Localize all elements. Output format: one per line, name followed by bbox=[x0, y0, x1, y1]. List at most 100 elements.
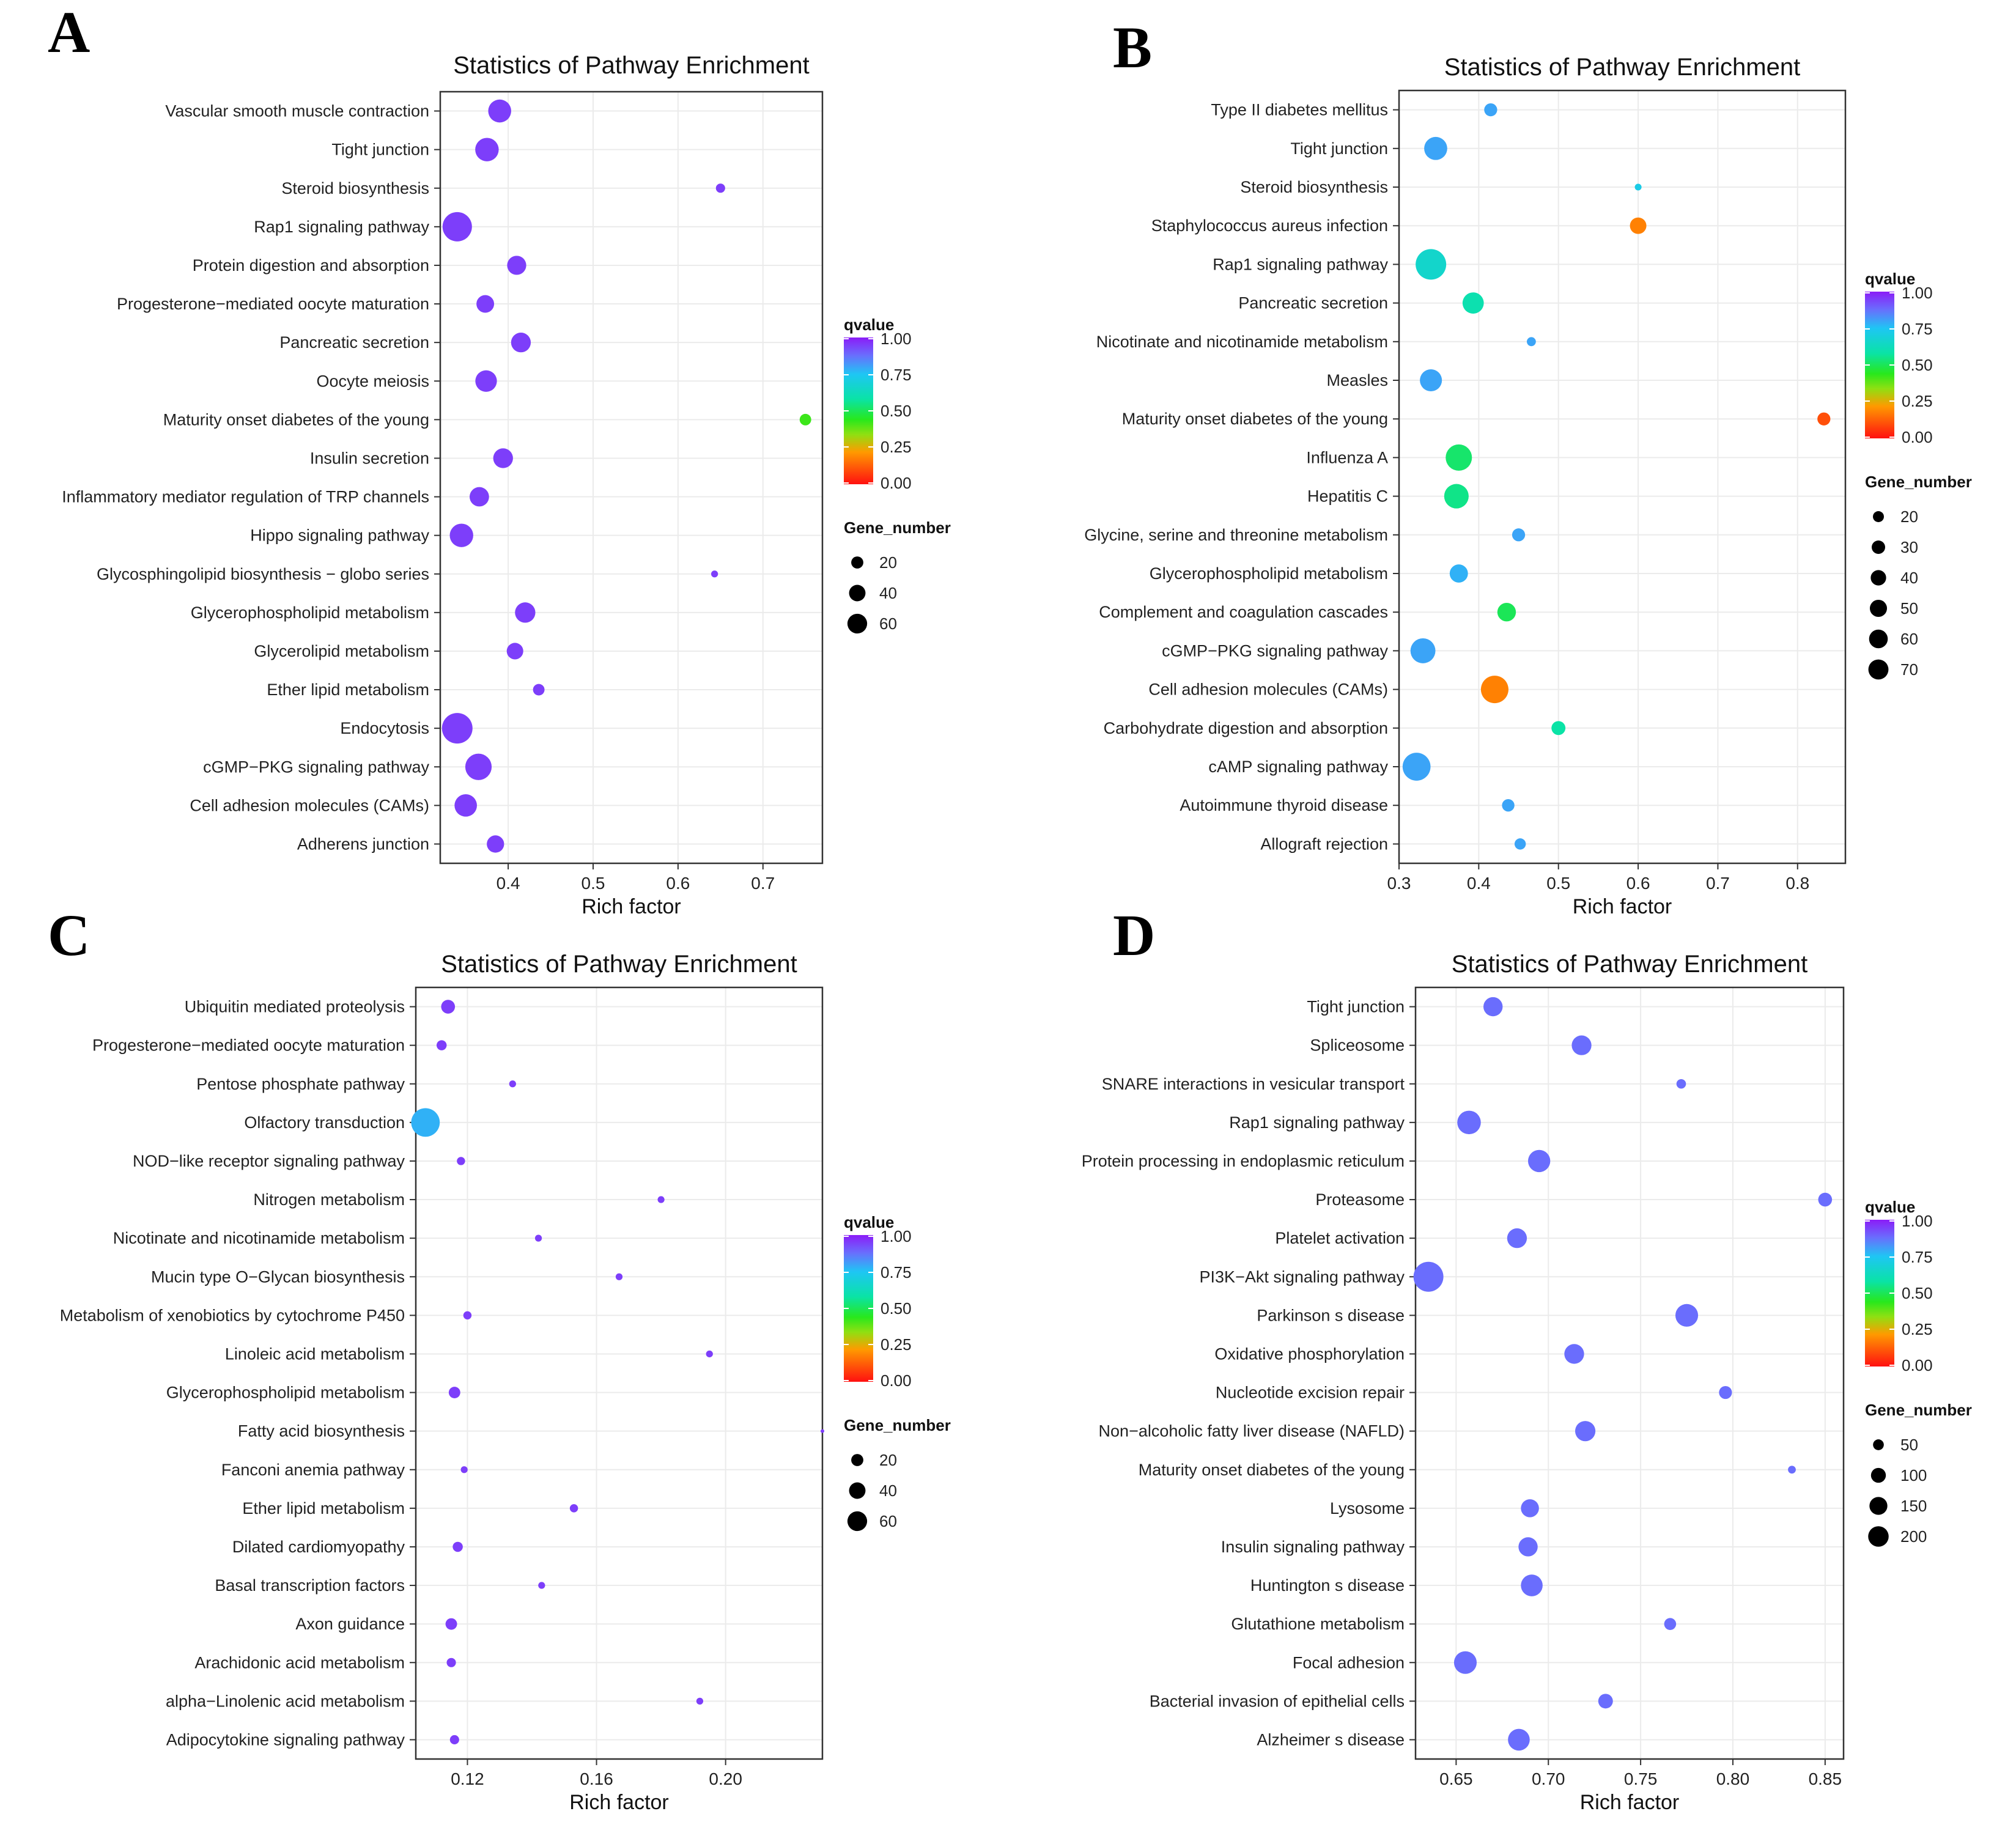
y-tick-label: Bacterial invasion of epithelial cells bbox=[1150, 1692, 1405, 1710]
chart-title: Statistics of Pathway Enrichment bbox=[453, 52, 809, 79]
y-tick-label: Nicotinate and nicotinamide metabolism bbox=[113, 1229, 405, 1247]
data-point bbox=[449, 1735, 459, 1745]
y-tick-label: Inflammatory mediator regulation of TRP … bbox=[62, 488, 429, 506]
chart-title: Statistics of Pathway Enrichment bbox=[441, 951, 797, 978]
plot-frame bbox=[415, 986, 824, 1760]
data-point bbox=[1664, 1618, 1677, 1630]
chart-title: Statistics of Pathway Enrichment bbox=[1444, 54, 1800, 81]
data-point bbox=[460, 1466, 468, 1473]
y-tick-label: cGMP−PKG signaling pathway bbox=[1162, 641, 1388, 660]
data-point bbox=[1497, 603, 1516, 622]
y-tick-label: Steroid biosynthesis bbox=[281, 179, 429, 197]
size-legend-label: 50 bbox=[1900, 1436, 1918, 1454]
x-tick-label: 0.6 bbox=[666, 874, 690, 893]
plot-frame bbox=[1414, 986, 1845, 1760]
size-legend-label: 40 bbox=[1900, 569, 1918, 587]
size-legend-dot bbox=[1868, 1526, 1889, 1547]
panel-B: B Statistics of Pathway Enrichment Type II… bbox=[1084, 15, 1972, 918]
colorbar-tick-label: 0.25 bbox=[1902, 392, 1933, 410]
x-tick-label: 0.16 bbox=[580, 1769, 613, 1788]
y-tick-label: Complement and coagulation cascades bbox=[1099, 603, 1388, 621]
colorbar-tick-label: 0.75 bbox=[881, 366, 912, 384]
y-tick-label: Nucleotide excision repair bbox=[1216, 1384, 1405, 1402]
data-point bbox=[452, 1541, 463, 1552]
colorbar-tick-label: 0.50 bbox=[881, 1299, 912, 1318]
data-point bbox=[711, 570, 718, 578]
size-legend-label: 150 bbox=[1900, 1497, 1927, 1515]
y-tick-label: Progesterone−mediated oocyte maturation bbox=[92, 1036, 405, 1055]
y-tick-label: Spliceosome bbox=[1310, 1036, 1405, 1055]
colorbar-tick-label: 1.00 bbox=[881, 1227, 912, 1245]
x-tick-label: 0.4 bbox=[497, 874, 520, 893]
x-tick-label: 0.70 bbox=[1532, 1769, 1565, 1788]
colorbar-tick-label: 0.00 bbox=[1902, 1356, 1933, 1374]
colorbar-tick-label: 0.25 bbox=[881, 438, 912, 456]
data-point bbox=[465, 753, 492, 780]
size-legend-label: 60 bbox=[879, 1512, 897, 1530]
y-tick-label: Progesterone−mediated oocyte maturation bbox=[117, 295, 429, 313]
x-axis-title: Rich factor bbox=[1580, 1791, 1680, 1814]
data-point bbox=[454, 794, 477, 817]
y-tick-label: Ether lipid metabolism bbox=[242, 1499, 405, 1518]
y-tick-label: Ubiquitin mediated proteolysis bbox=[185, 998, 405, 1016]
size-legend-dot bbox=[1873, 511, 1884, 522]
data-point bbox=[446, 1658, 456, 1667]
colorbar-tick-label: 0.50 bbox=[1902, 1284, 1933, 1302]
y-tick-label: Staphylococcus aureus infection bbox=[1151, 216, 1388, 235]
data-point bbox=[1446, 444, 1472, 471]
y-tick-label: Platelet activation bbox=[1275, 1229, 1405, 1247]
panel-label: A bbox=[48, 0, 90, 65]
data-point bbox=[1508, 1728, 1530, 1751]
data-point bbox=[1521, 1574, 1543, 1596]
size-legend-label: 30 bbox=[1900, 538, 1918, 556]
size-legend-dot bbox=[1869, 629, 1888, 649]
data-point bbox=[706, 1350, 713, 1358]
y-tick-label: Arachidonic acid metabolism bbox=[194, 1653, 405, 1672]
size-legend-dot bbox=[851, 1454, 863, 1466]
gene-number-legend-title: Gene_number bbox=[1865, 473, 1972, 491]
y-tick-label: NOD−like receptor signaling pathway bbox=[133, 1152, 405, 1170]
y-tick-label: Influenza A bbox=[1306, 448, 1388, 467]
qvalue-legend-title: qvalue bbox=[844, 1213, 894, 1231]
data-point bbox=[1512, 528, 1526, 542]
y-tick-label: Tight junction bbox=[1307, 998, 1405, 1016]
x-tick-label: 0.75 bbox=[1624, 1769, 1658, 1788]
colorbar-tick-label: 0.00 bbox=[1902, 428, 1933, 446]
data-point bbox=[1457, 1110, 1481, 1135]
y-tick-label: Proteasome bbox=[1315, 1190, 1405, 1209]
y-tick-label: Glycerolipid metabolism bbox=[254, 642, 429, 660]
size-legend-label: 60 bbox=[1900, 630, 1918, 648]
y-tick-label: Non−alcoholic fatty liver disease (NAFLD… bbox=[1099, 1422, 1405, 1440]
x-tick-label: 0.6 bbox=[1626, 874, 1650, 893]
y-tick-label: Focal adhesion bbox=[1293, 1653, 1405, 1672]
data-point bbox=[1453, 1651, 1477, 1674]
data-point bbox=[1675, 1304, 1699, 1327]
size-legend-label: 60 bbox=[879, 614, 897, 633]
y-tick-label: Vascular smooth muscle contraction bbox=[165, 102, 429, 120]
x-tick-label: 0.4 bbox=[1467, 874, 1491, 893]
data-point bbox=[1634, 183, 1642, 191]
y-tick-label: Glutathione metabolism bbox=[1231, 1615, 1405, 1633]
data-point bbox=[487, 835, 504, 853]
size-legend-label: 40 bbox=[879, 1481, 897, 1500]
chart-title: Statistics of Pathway Enrichment bbox=[1452, 951, 1807, 978]
y-tick-label: Basal transcription factors bbox=[215, 1576, 405, 1595]
data-point bbox=[1420, 369, 1442, 392]
x-tick-label: 0.7 bbox=[1706, 874, 1730, 893]
data-point bbox=[488, 99, 511, 123]
data-point bbox=[436, 1040, 447, 1050]
y-tick-label: Measles bbox=[1326, 371, 1388, 389]
y-tick-label: Fanconi anemia pathway bbox=[221, 1461, 405, 1479]
data-point bbox=[1402, 753, 1431, 781]
data-point bbox=[1630, 217, 1647, 234]
data-point bbox=[1817, 412, 1831, 426]
data-point bbox=[1527, 1149, 1551, 1173]
size-legend-dot bbox=[849, 585, 866, 602]
data-point bbox=[715, 183, 725, 193]
colorbar-tick-label: 0.50 bbox=[881, 402, 912, 420]
data-point bbox=[1564, 1344, 1584, 1364]
y-tick-label: Insulin signaling pathway bbox=[1221, 1538, 1405, 1556]
